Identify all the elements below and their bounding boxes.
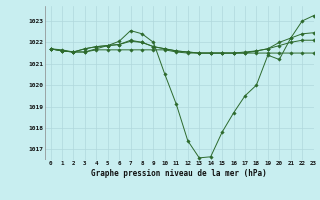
X-axis label: Graphe pression niveau de la mer (hPa): Graphe pression niveau de la mer (hPa) xyxy=(91,169,267,178)
